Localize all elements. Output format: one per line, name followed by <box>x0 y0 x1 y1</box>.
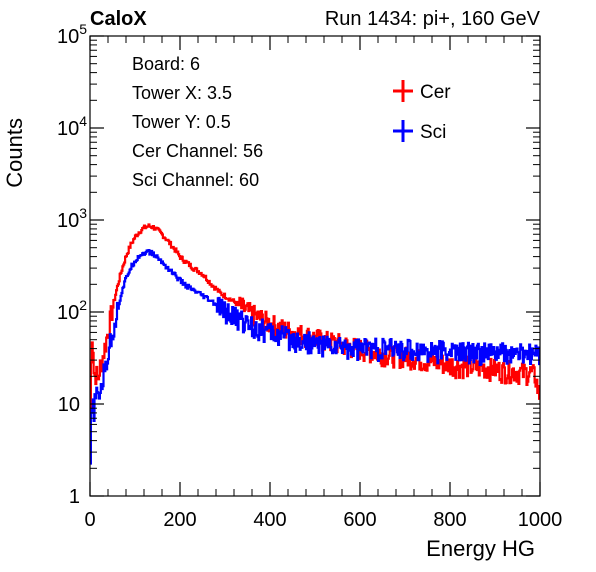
info-tower-y: Tower Y: 0.5 <box>132 112 231 132</box>
info-board: Board: 6 <box>132 54 200 74</box>
info-box <box>118 48 358 198</box>
x-tick-label: 800 <box>433 509 466 531</box>
legend: Cer Sci <box>393 80 451 143</box>
info-sci-channel: Sci Channel: 60 <box>132 170 259 190</box>
tick-group: 0 200 400 600 800 1000 1 10 102 103 104 105 <box>57 21 562 531</box>
x-axis-title: Energy HG <box>426 536 535 561</box>
info-tower-x: Tower X: 3.5 <box>132 83 232 103</box>
y-tick-label: 104 <box>57 113 87 140</box>
legend-sci-label: Sci <box>420 122 446 143</box>
y-tick-label: 10 <box>58 394 80 416</box>
series-group <box>89 223 541 465</box>
y-tick-label: 1 <box>69 486 80 508</box>
series-line-sci <box>89 249 541 465</box>
legend-cer-label: Cer <box>420 82 451 103</box>
header-left-label: CaloX <box>90 8 147 30</box>
info-cer-channel: Cer Channel: 56 <box>132 141 263 161</box>
plot-frame <box>89 35 541 497</box>
y-tick-label: 103 <box>57 205 87 232</box>
x-tick-label: 600 <box>343 509 376 531</box>
x-tick-label: 1000 <box>518 509 563 531</box>
x-tick-label: 400 <box>253 509 286 531</box>
y-axis-title: Counts <box>2 118 27 188</box>
x-tick-label: 0 <box>84 509 95 531</box>
x-tick-label: 200 <box>163 509 196 531</box>
y-tick-label: 105 <box>57 21 87 48</box>
y-tick-label: 102 <box>57 297 87 324</box>
header-right-label: Run 1434: pi+, 160 GeV <box>325 8 541 30</box>
